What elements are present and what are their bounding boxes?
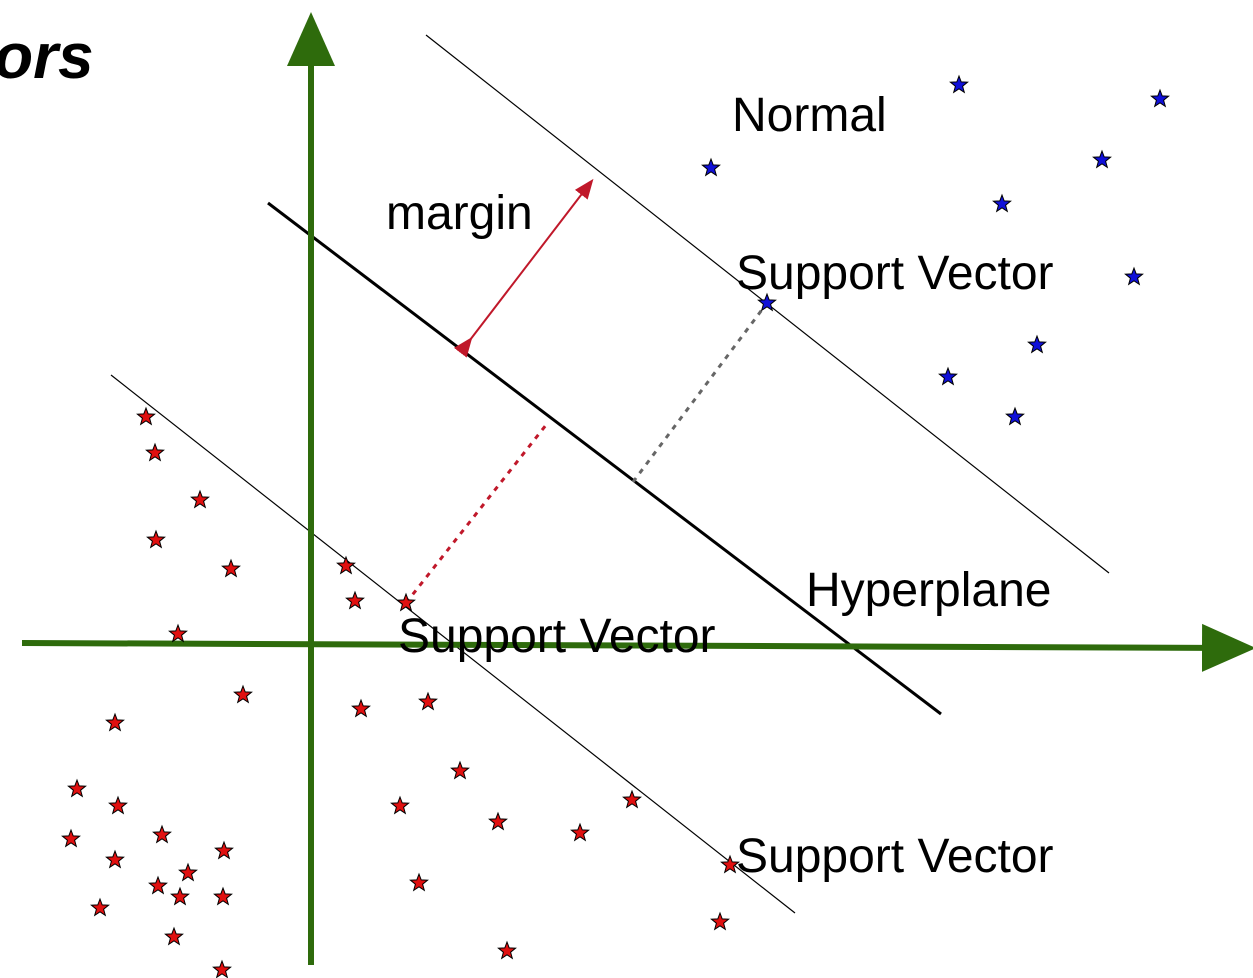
star-point xyxy=(170,886,190,906)
star-point xyxy=(1005,406,1025,426)
star-point xyxy=(938,366,958,386)
star-point xyxy=(213,886,233,906)
star-point xyxy=(622,789,642,809)
star-point xyxy=(108,795,128,815)
star-point xyxy=(164,926,184,946)
star-point xyxy=(178,862,198,882)
star-point xyxy=(949,74,969,94)
star-point xyxy=(67,778,87,798)
star-point xyxy=(418,691,438,711)
label: Normal xyxy=(732,89,887,142)
x-axis xyxy=(21,623,1253,672)
star-point xyxy=(105,849,125,869)
star-point xyxy=(1092,149,1112,169)
margin-arrow xyxy=(453,178,594,358)
star-point xyxy=(757,292,777,312)
star-point xyxy=(148,875,168,895)
star-point xyxy=(710,911,730,931)
label: Support Vector xyxy=(736,830,1054,883)
label: Support Vector xyxy=(398,610,716,663)
star-point xyxy=(146,529,166,549)
star-point xyxy=(488,811,508,831)
star-point xyxy=(233,684,253,704)
star-point xyxy=(992,193,1012,213)
title: ors xyxy=(0,20,94,92)
star-point xyxy=(345,590,365,610)
star-point xyxy=(145,442,165,462)
distance-line xyxy=(631,302,769,483)
star-point xyxy=(450,760,470,780)
star-point xyxy=(701,157,721,177)
star-point xyxy=(168,623,188,643)
label: margin xyxy=(386,187,533,240)
star-point xyxy=(190,489,210,509)
star-point xyxy=(212,959,232,978)
star-point xyxy=(570,822,590,842)
label: Support Vector xyxy=(736,247,1054,300)
star-point xyxy=(497,940,517,960)
star-point xyxy=(221,558,241,578)
distance-line xyxy=(404,424,548,604)
star-point xyxy=(1124,266,1144,286)
star-point xyxy=(152,824,172,844)
hyperplane-line xyxy=(267,201,942,716)
points xyxy=(61,74,1170,978)
star-point xyxy=(390,795,410,815)
star-point xyxy=(396,592,416,612)
star-point xyxy=(90,897,110,917)
star-point xyxy=(336,555,356,575)
star-point xyxy=(214,840,234,860)
label: Hyperplane xyxy=(806,564,1051,617)
star-point xyxy=(136,406,156,426)
star-point xyxy=(351,698,371,718)
star-point xyxy=(1027,334,1047,354)
star-point xyxy=(105,712,125,732)
star-point xyxy=(61,828,81,848)
star-point xyxy=(1150,88,1170,108)
star-point xyxy=(409,872,429,892)
star-point xyxy=(720,854,740,874)
